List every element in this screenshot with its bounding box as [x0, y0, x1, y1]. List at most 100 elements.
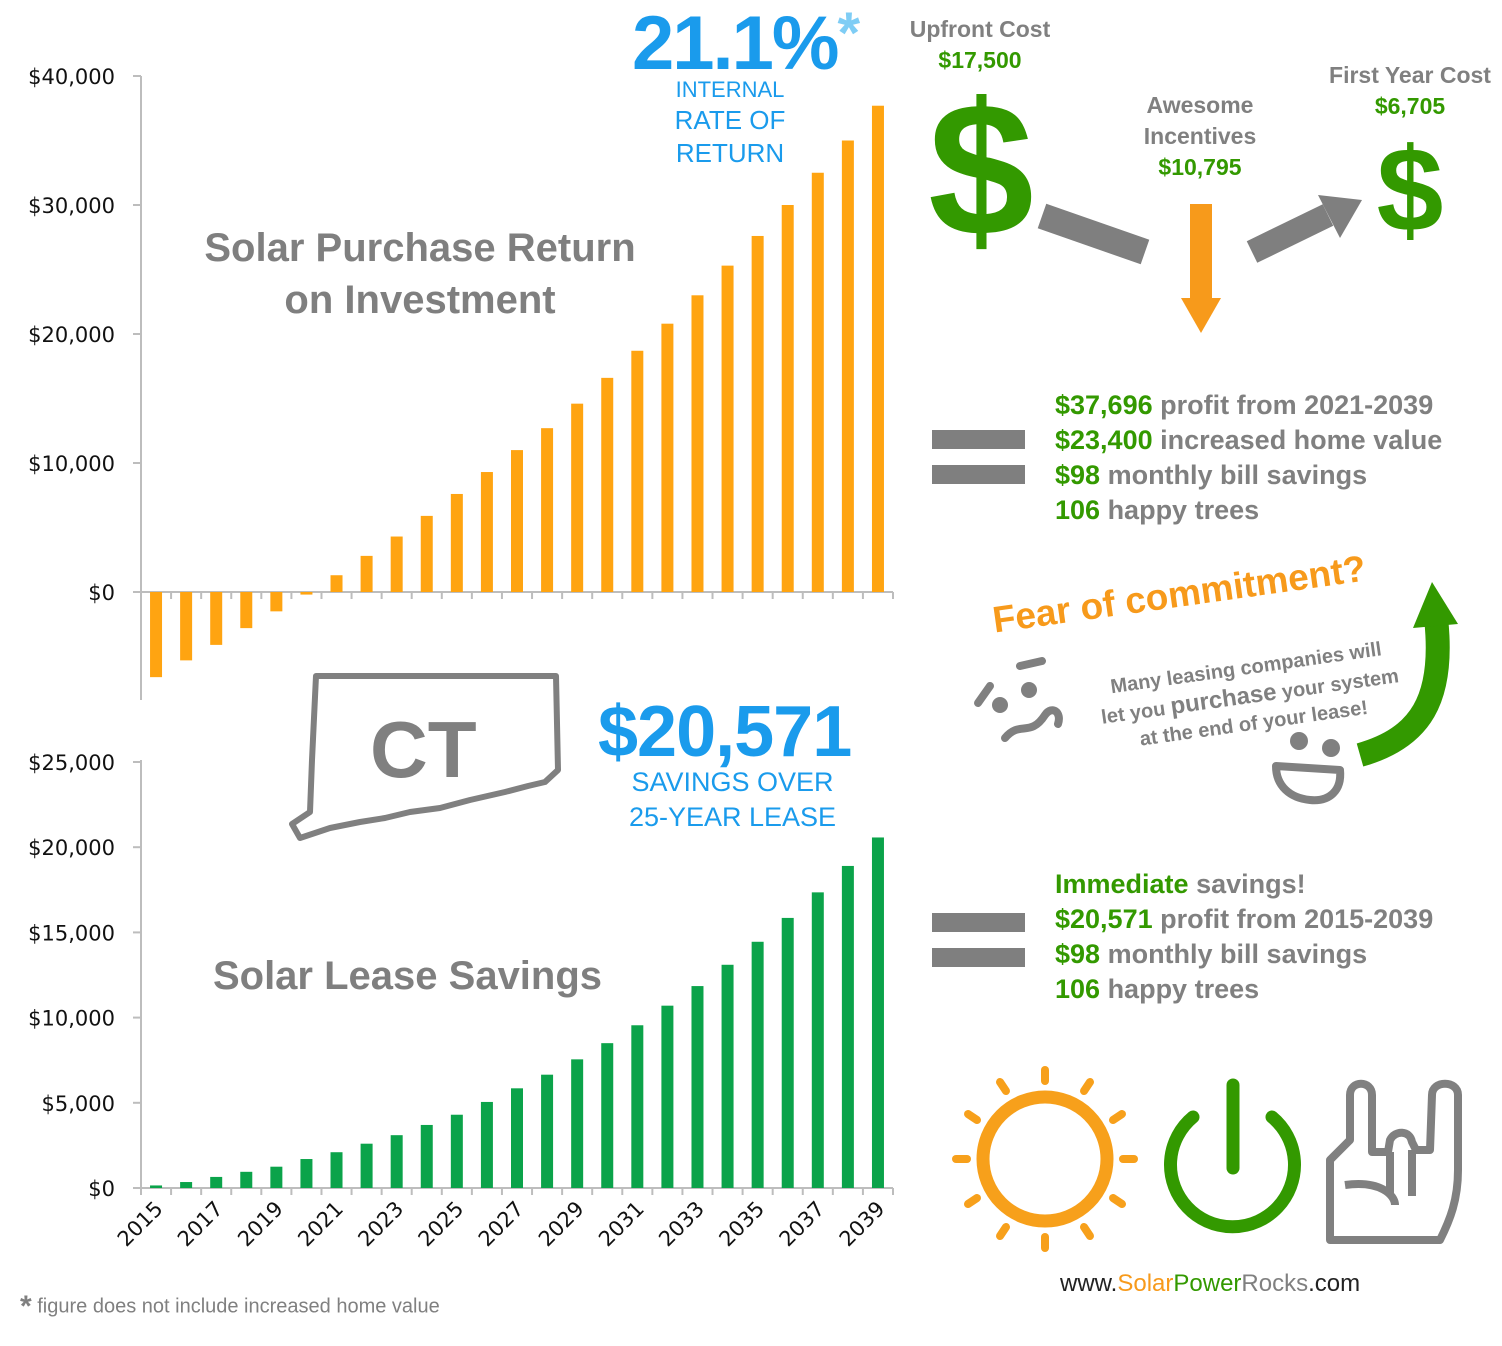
bar-2036 [781, 205, 794, 592]
purchase-roi-chart: $40,000 $30,000 $20,000 $10,000 $0 [28, 65, 894, 700]
lease-chart-title: Solar Lease Savings [212, 954, 603, 998]
first-year-cost-label: First Year Cost [1329, 62, 1491, 88]
bar-2019 [270, 1166, 283, 1188]
bar-2018 [240, 1171, 253, 1188]
bar-2024 [420, 1124, 433, 1188]
bar-2021 [330, 1152, 343, 1188]
bar-2037 [811, 172, 824, 592]
y-tick-label: $10,000 [28, 1007, 115, 1031]
lease-stats: Immediate savings! $20,571 profit from 2… [1055, 867, 1433, 1007]
bar-2021 [330, 575, 343, 592]
x-tick-label: 2027 [474, 1197, 529, 1252]
bar-2035 [751, 235, 764, 592]
bar-2020 [300, 592, 313, 595]
bar-2025 [450, 493, 463, 592]
bar-2030 [601, 1043, 614, 1188]
bar-2027 [511, 1088, 523, 1188]
purchase-stats: $37,696 profit from 2021-2039 $23,400 in… [1055, 388, 1442, 528]
lease-savings-value: $20,571 [598, 692, 852, 772]
bar-2033 [691, 986, 704, 1188]
bar-2036 [781, 917, 794, 1188]
bar-2032 [661, 1005, 674, 1188]
bar-2038 [841, 140, 854, 592]
x-tick-label: 2019 [233, 1197, 288, 1252]
footnote: * figure does not include increased home… [20, 1290, 440, 1324]
x-tick-label: 2015 [113, 1197, 168, 1252]
x-tick-label: 2017 [173, 1197, 228, 1252]
upfront-cost: Upfront Cost $17,500 [895, 14, 1065, 76]
y-tick-label: $30,000 [28, 194, 115, 218]
bar-2034 [721, 964, 734, 1188]
first-year-cost: First Year Cost $6,705 [1310, 60, 1502, 122]
bar-2022 [360, 1143, 373, 1188]
bar-2039 [871, 837, 884, 1188]
lease-savings-caption: SAVINGS OVER 25-YEAR LEASE [628, 767, 837, 832]
x-tick-label: 2039 [835, 1197, 890, 1252]
bar-2015 [150, 592, 163, 678]
y-tick-label: $10,000 [28, 452, 115, 476]
purchase-chart-title: Solar Purchase Return on Investment [204, 226, 636, 322]
y-tick-label: $25,000 [28, 751, 115, 775]
incentives-label-2: Incentives [1143, 123, 1257, 149]
bar-2023 [390, 536, 403, 592]
y-tick-label: $20,000 [28, 323, 115, 347]
state-label: CT [370, 705, 477, 794]
y-tick-label: $20,000 [28, 836, 115, 860]
x-tick-label: 2021 [293, 1197, 348, 1252]
bar-2034 [721, 265, 734, 592]
x-tick-label: 2023 [353, 1197, 408, 1252]
bar-2016 [180, 1182, 193, 1188]
x-tick-label: 2031 [594, 1197, 649, 1252]
stat-row: 106 happy trees [1055, 495, 1260, 525]
bar-2020 [300, 1159, 313, 1188]
incentives-value: $10,795 [1158, 154, 1242, 180]
bar-2018 [240, 592, 253, 629]
upfront-cost-label: Upfront Cost [909, 16, 1051, 42]
footnote-text: figure does not include increased home v… [37, 1295, 440, 1318]
y-tick-label: $5,000 [42, 1092, 115, 1116]
stat-row: $23,400 increased home value [1055, 425, 1443, 455]
bar-2035 [751, 941, 764, 1188]
bar-2030 [601, 377, 614, 592]
website-link[interactable]: www.SolarPowerRocks.com [1060, 1270, 1361, 1297]
connecticut-outline [289, 673, 561, 841]
irr-caption: INTERNAL RATE OF RETURN [674, 77, 786, 168]
bar-2039 [871, 105, 884, 592]
bar-2017 [210, 1176, 223, 1188]
bar-2027 [511, 450, 523, 592]
bar-2031 [631, 1025, 644, 1188]
y-tick-label: $0 [88, 1177, 115, 1201]
bar-2026 [480, 472, 493, 592]
stat-row: $37,696 profit from 2021-2039 [1055, 390, 1434, 420]
bar-2038 [841, 865, 854, 1188]
irr-value: 21.1%* [632, 1, 861, 86]
bar-2017 [210, 592, 223, 645]
stat-row: $20,571 profit from 2015-2039 [1055, 904, 1434, 934]
x-tick-label: 2033 [654, 1197, 709, 1252]
upfront-dollar-icon: $ [928, 64, 1034, 276]
bar-2028 [541, 428, 554, 592]
bar-2024 [420, 515, 433, 592]
stat-row: $98 monthly bill savings [1055, 460, 1368, 490]
irr-asterisk: * [837, 1, 861, 66]
bar-2023 [390, 1135, 403, 1188]
y-tick-label: $15,000 [28, 921, 115, 945]
x-tick-label: 2025 [414, 1197, 469, 1252]
bar-2029 [571, 403, 584, 592]
upfront-cost-value: $17,500 [938, 47, 1022, 73]
footnote-star: * [20, 1290, 32, 1323]
x-tick-label: 2035 [714, 1197, 769, 1252]
bar-2029 [571, 1059, 584, 1188]
bar-2015 [150, 1185, 163, 1188]
stat-row: 106 happy trees [1055, 974, 1260, 1004]
bar-2016 [180, 592, 193, 661]
bar-2026 [480, 1101, 493, 1188]
bar-2033 [691, 295, 704, 592]
bar-2031 [631, 350, 644, 592]
bar-2019 [270, 592, 283, 612]
bar-2025 [450, 1114, 463, 1188]
incentives-label-1: Awesome [1146, 92, 1254, 118]
bar-2037 [811, 892, 824, 1188]
y-tick-label: $40,000 [28, 65, 115, 89]
incentives: Awesome Incentives $10,795 [1120, 90, 1280, 183]
